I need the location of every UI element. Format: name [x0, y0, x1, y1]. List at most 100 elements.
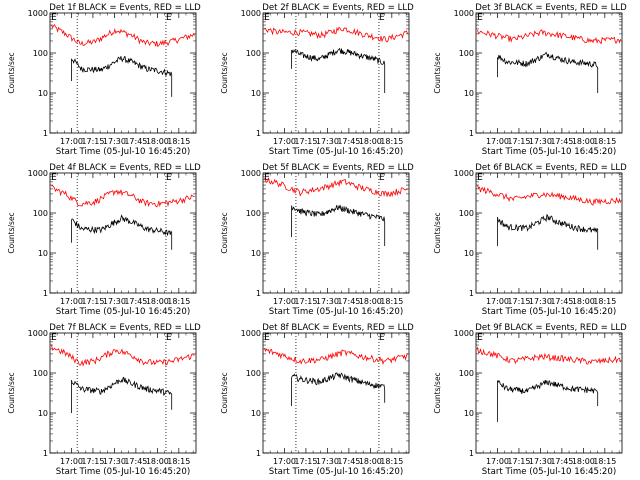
- y-tick-label: 1000: [454, 169, 474, 178]
- x-tick-label: 17:15: [81, 297, 104, 306]
- y-tick-label: 100: [246, 209, 261, 218]
- panel-title: Det 5f BLACK = Events, RED = LLD: [262, 163, 414, 173]
- x-tick-label: 18:15: [380, 457, 403, 466]
- plot-frame: [262, 12, 410, 134]
- x-tick-label: 18:00: [572, 457, 595, 466]
- black-events-series-line: [497, 51, 599, 93]
- detector-panel: Det 5f BLACK = Events, RED = LLD 1 10 100 10…: [220, 163, 414, 317]
- x-tick-label: 18:00: [359, 137, 382, 146]
- x-tick-label: 17:00: [60, 297, 83, 306]
- e-marker-label: E: [166, 13, 172, 23]
- x-axis-label: Start Time (05-Jul-10 16:45:20): [482, 147, 616, 157]
- y-tick-label: 1: [256, 449, 261, 458]
- y-tick-label: 10: [38, 89, 48, 98]
- x-tick-label: 18:00: [146, 137, 169, 146]
- x-tick-label: 17:30: [316, 457, 339, 466]
- x-tick-label: 18:00: [359, 297, 382, 306]
- y-tick-label: 1: [43, 449, 48, 458]
- y-tick-label: 10: [38, 249, 48, 258]
- y-tick-label: 1000: [28, 329, 48, 338]
- detector-panel: Det 3f BLACK = Events, RED = LLD 1 10 100 10…: [433, 3, 627, 157]
- plot-frame: [49, 172, 197, 294]
- y-tick-label: 100: [246, 49, 261, 58]
- plot-frame: [475, 172, 623, 294]
- e-marker-label: E: [264, 13, 270, 23]
- y-tick-label: 10: [464, 249, 474, 258]
- black-events-series-line: [291, 47, 386, 93]
- y-tick-label: 1000: [454, 329, 474, 338]
- e-marker-label: E: [477, 333, 483, 343]
- detector-panel: Det 7f BLACK = Events, RED = LLD 1 10 100 10…: [7, 323, 201, 477]
- black-events-series-line: [71, 214, 173, 250]
- panel-title: Det 3f BLACK = Events, RED = LLD: [475, 3, 627, 13]
- x-tick-label: 17:45: [337, 297, 360, 306]
- red-lld-series-line: [477, 347, 621, 365]
- x-tick-label: 18:15: [167, 137, 190, 146]
- x-tick-label: 17:30: [529, 137, 552, 146]
- e-marker-label: E: [264, 173, 270, 183]
- y-axis-label: Counts/sec: [220, 372, 229, 413]
- x-tick-label: 17:45: [550, 297, 573, 306]
- x-tick-label: 17:00: [273, 137, 296, 146]
- x-tick-label: 17:30: [316, 137, 339, 146]
- y-tick-label: 1000: [28, 169, 48, 178]
- x-tick-label: 18:00: [359, 457, 382, 466]
- e-marker-label: E: [379, 13, 385, 23]
- red-lld-series-line: [51, 184, 195, 208]
- y-axis-label: Counts/sec: [433, 212, 442, 253]
- black-events-series-line: [497, 214, 599, 250]
- x-tick-label: 18:15: [380, 297, 403, 306]
- x-tick-label: 18:00: [572, 297, 595, 306]
- x-tick-label: 18:15: [380, 137, 403, 146]
- y-tick-label: 1: [469, 449, 474, 458]
- e-marker-label: E: [51, 13, 57, 23]
- x-tick-label: 17:45: [124, 137, 147, 146]
- y-axis-label: Counts/sec: [7, 212, 16, 253]
- plot-frame: [49, 332, 197, 454]
- x-tick-label: 17:30: [529, 297, 552, 306]
- panel-title: Det 9f BLACK = Events, RED = LLD: [475, 323, 627, 333]
- e-marker-label: E: [51, 173, 57, 183]
- x-tick-label: 17:30: [103, 297, 126, 306]
- y-tick-label: 100: [33, 369, 48, 378]
- x-tick-label: 17:15: [507, 297, 530, 306]
- x-tick-label: 17:45: [550, 457, 573, 466]
- y-axis-label: Counts/sec: [220, 52, 229, 93]
- x-axis-label: Start Time (05-Jul-10 16:45:20): [269, 467, 403, 477]
- black-events-series-line: [291, 204, 386, 246]
- panel-title: Det 7f BLACK = Events, RED = LLD: [49, 323, 201, 333]
- x-tick-label: 17:00: [486, 457, 509, 466]
- y-tick-label: 10: [38, 409, 48, 418]
- x-axis-label: Start Time (05-Jul-10 16:45:20): [269, 147, 403, 157]
- plot-frame: [262, 332, 410, 454]
- red-lld-series-line: [264, 177, 408, 198]
- x-axis-label: Start Time (05-Jul-10 16:45:20): [269, 307, 403, 317]
- x-tick-label: 17:45: [550, 137, 573, 146]
- y-tick-label: 1: [43, 289, 48, 298]
- y-tick-label: 1: [469, 129, 474, 138]
- x-tick-label: 18:15: [167, 297, 190, 306]
- x-tick-label: 17:30: [103, 457, 126, 466]
- y-tick-label: 1000: [241, 169, 261, 178]
- y-axis-label: Counts/sec: [220, 212, 229, 253]
- panel-title: Det 2f BLACK = Events, RED = LLD: [262, 3, 414, 13]
- x-tick-label: 18:15: [593, 137, 616, 146]
- panel-title: Det 1f BLACK = Events, RED = LLD: [49, 3, 201, 13]
- e-marker-label: E: [166, 173, 172, 183]
- x-tick-label: 17:15: [294, 137, 317, 146]
- y-axis-label: Counts/sec: [7, 372, 16, 413]
- x-axis-label: Start Time (05-Jul-10 16:45:20): [56, 147, 190, 157]
- plot-frame: [262, 172, 410, 294]
- y-axis-label: Counts/sec: [433, 372, 442, 413]
- y-tick-label: 100: [33, 49, 48, 58]
- red-lld-series-line: [264, 348, 408, 366]
- x-tick-label: 17:15: [294, 457, 317, 466]
- y-tick-label: 10: [464, 409, 474, 418]
- x-tick-label: 17:45: [337, 457, 360, 466]
- y-tick-label: 1000: [454, 9, 474, 18]
- y-tick-label: 1: [469, 289, 474, 298]
- x-tick-label: 17:00: [60, 457, 83, 466]
- y-tick-label: 100: [246, 369, 261, 378]
- x-tick-label: 18:00: [146, 297, 169, 306]
